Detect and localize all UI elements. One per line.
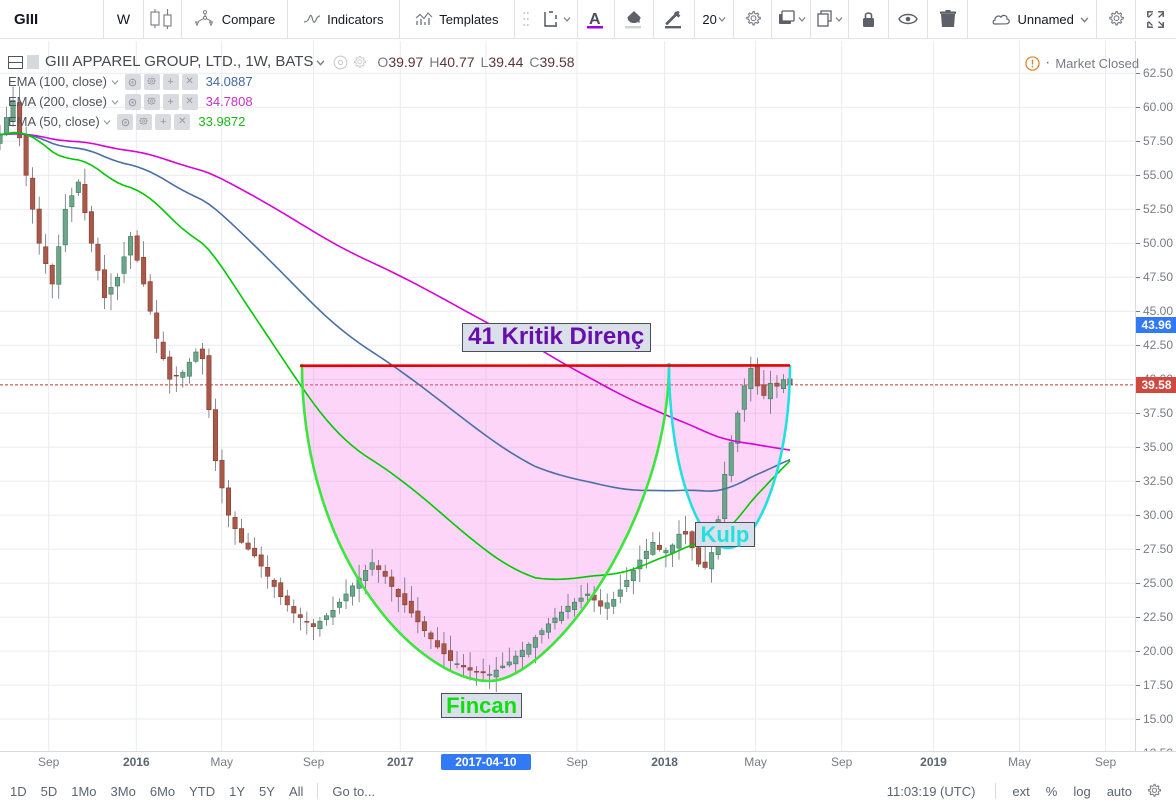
svg-text:A: A xyxy=(589,11,601,28)
